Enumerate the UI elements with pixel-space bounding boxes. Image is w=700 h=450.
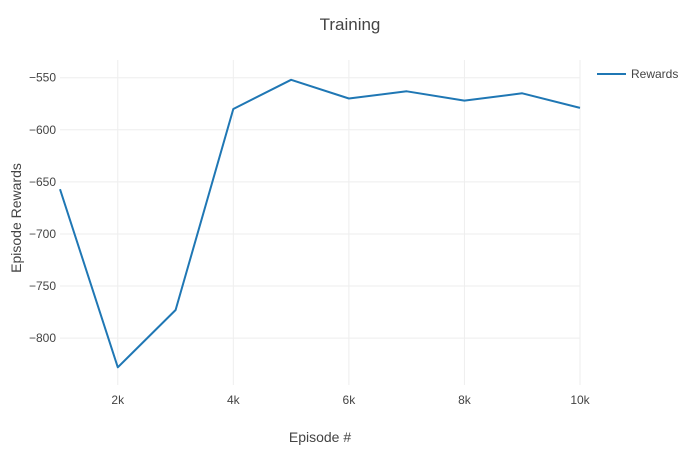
x-tick-label: 2k [111, 393, 125, 407]
x-tick-label: 10k [570, 393, 590, 407]
legend[interactable]: Rewards [597, 67, 678, 81]
x-tick-label: 4k [227, 393, 241, 407]
y-tick-label: −800 [29, 331, 56, 345]
series-layer [59, 78, 581, 369]
x-axis-ticks: 2k 4k 6k 8k 10k [111, 393, 590, 407]
chart-title: Training [320, 15, 381, 34]
y-axis-title: Episode Rewards [8, 163, 24, 273]
x-tick-label: 8k [458, 393, 472, 407]
x-tick-label: 6k [343, 393, 357, 407]
x-axis-title: Episode # [289, 429, 351, 445]
y-tick-label: −700 [29, 227, 56, 241]
y-axis-ticks: −800 −750 −700 −650 −600 −550 [29, 71, 56, 345]
y-tick-label: −550 [29, 71, 56, 85]
series-line-rewards [59, 78, 581, 369]
grid [60, 60, 581, 385]
y-tick-label: −750 [29, 279, 56, 293]
y-tick-label: −600 [29, 123, 56, 137]
legend-label[interactable]: Rewards [631, 67, 678, 81]
y-tick-label: −650 [29, 175, 56, 189]
